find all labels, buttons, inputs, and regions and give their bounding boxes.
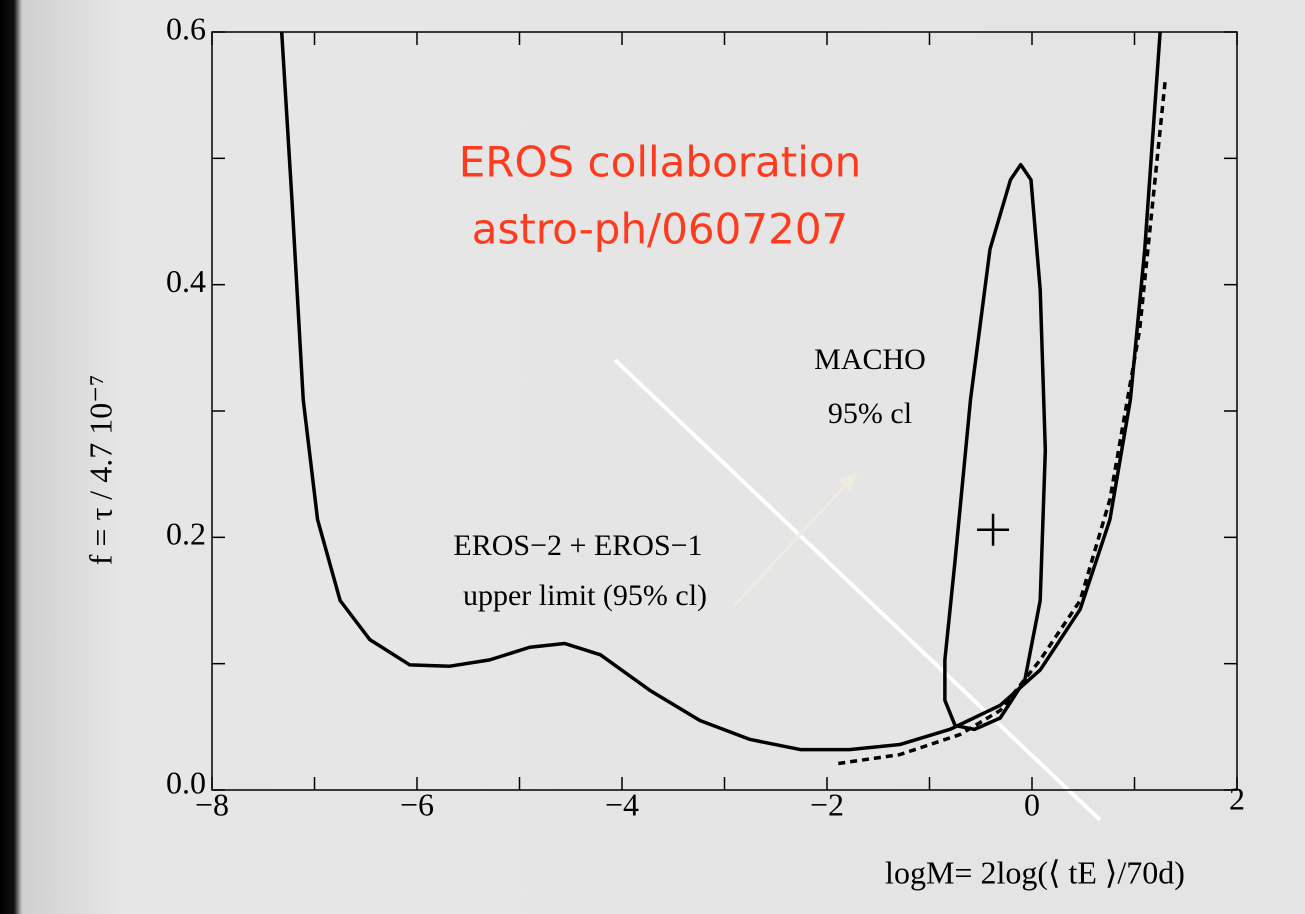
best-fit-marker [977,513,1010,546]
series-line [279,31,1162,752]
annotation: upper limit (95% cl) [463,579,707,612]
x-tick-label: −4 [605,786,639,822]
annotation: EROS collaboration [459,138,861,187]
x-tick-label: −6 [400,786,434,822]
series-line [943,162,1048,732]
x-tick-label: 0 [1024,786,1040,822]
annotation: MACHO [814,343,926,376]
series-line [838,79,1167,766]
annotation: astro-ph/0607207 [472,205,849,254]
x-axis-label: logM= 2log(⟨ tE ⟩/70d) [885,854,1185,890]
decor-line [613,358,1102,822]
x-tick-label: −2 [810,786,844,822]
x-tick-label: −8 [195,786,229,822]
annotation: EROS−2 + EROS−1 [453,529,702,562]
y-tick-label: 0.0 [166,764,206,800]
y-tick-label: 0.6 [166,10,206,46]
y-axis-label: f = τ / 4.7 10⁻⁷ [82,375,118,566]
y-tick-label: 0.4 [166,263,206,299]
arrow [733,476,854,607]
annotation: 95% cl [828,397,912,430]
y-tick-label: 0.2 [166,516,206,552]
arrow-head [838,472,858,491]
